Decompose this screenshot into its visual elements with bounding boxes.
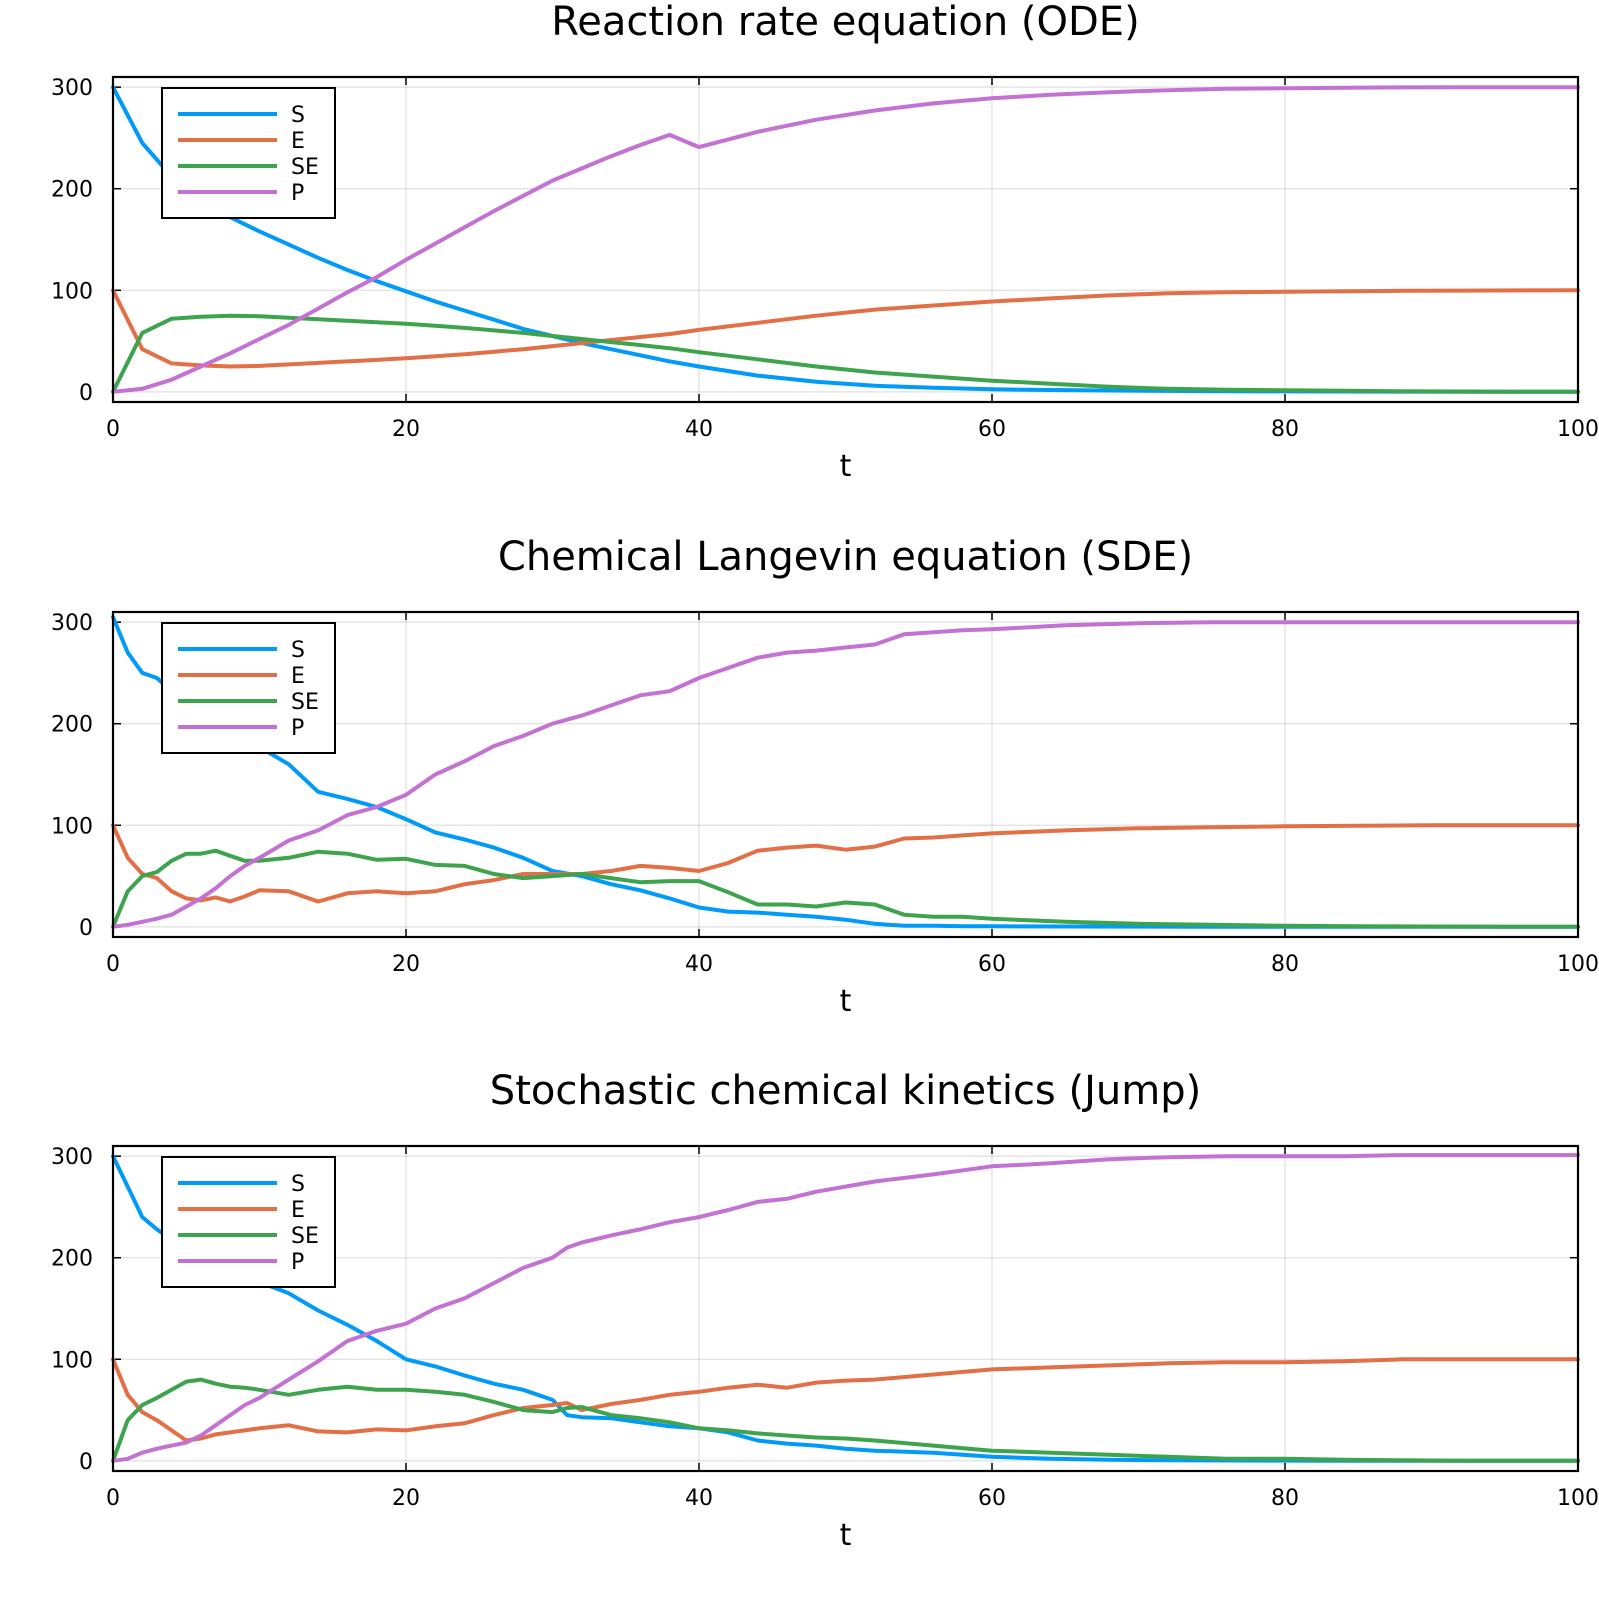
- x-tick-label: 80: [1271, 417, 1299, 442]
- y-tick-label: 100: [51, 279, 93, 304]
- x-tick-label: 20: [392, 1486, 420, 1511]
- y-tick-label: 0: [79, 381, 93, 406]
- x-tick-label: 40: [685, 952, 713, 977]
- legend-label-se: SE: [291, 690, 319, 715]
- series-line-p: [111, 85, 1580, 394]
- legend-label-s: S: [291, 1172, 305, 1197]
- y-tick-label: 300: [51, 1145, 93, 1170]
- x-tick-label: 60: [978, 1486, 1006, 1511]
- x-axis-label: t: [840, 984, 852, 1019]
- series-line-se: [111, 313, 1580, 394]
- legend-label-se: SE: [291, 1224, 319, 1249]
- plot-frame: [111, 75, 1580, 404]
- x-axis-label: t: [840, 449, 852, 484]
- legend-label-s: S: [291, 103, 305, 128]
- chart-title: Reaction rate equation (ODE): [551, 0, 1139, 45]
- y-tick-label: 300: [51, 611, 93, 636]
- legend-label-e: E: [291, 1198, 305, 1223]
- series-line-p: [111, 620, 1580, 929]
- panel-3: Stochastic chemical kinetics (Jump) 0 20 40…: [51, 1068, 1599, 1553]
- x-tick-label: 20: [392, 417, 420, 442]
- y-tick-label: 300: [51, 76, 93, 101]
- y-tick-label: 200: [51, 1247, 93, 1272]
- y-tick-label: 0: [79, 1450, 93, 1475]
- y-tick-label: 0: [79, 916, 93, 941]
- chart-title: Chemical Langevin equation (SDE): [498, 534, 1193, 580]
- y-tick-label: 200: [51, 713, 93, 738]
- series-line-e: [111, 1357, 1580, 1443]
- series-line-se: [111, 1377, 1580, 1463]
- x-tick-label: 100: [1557, 952, 1599, 977]
- x-tick-label: 20: [392, 952, 420, 977]
- legend-label-p: P: [291, 181, 304, 206]
- x-tick-label: 40: [685, 417, 713, 442]
- series-line-e: [111, 823, 1580, 904]
- legend-label-p: P: [291, 716, 304, 741]
- x-tick-label: 80: [1271, 1486, 1299, 1511]
- series-line-e: [111, 288, 1580, 369]
- series-line-p: [111, 1153, 1580, 1463]
- series-line-se: [111, 848, 1580, 929]
- legend-box: [161, 1156, 336, 1288]
- y-tick-label: 200: [51, 178, 93, 203]
- legend-label-se: SE: [291, 155, 319, 180]
- x-tick-label: 100: [1557, 1486, 1599, 1511]
- x-tick-label: 0: [106, 1486, 120, 1511]
- legend-box: [161, 622, 336, 754]
- legend-label-s: S: [291, 638, 305, 663]
- chart-title: Stochastic chemical kinetics (Jump): [490, 1068, 1201, 1114]
- legend-label-p: P: [291, 1250, 304, 1275]
- x-tick-label: 0: [106, 417, 120, 442]
- x-tick-label: 40: [685, 1486, 713, 1511]
- x-tick-label: 0: [106, 952, 120, 977]
- x-tick-label: 100: [1557, 417, 1599, 442]
- panel-2: Chemical Langevin equation (SDE) 0 20 40 60 8…: [51, 534, 1599, 1019]
- x-tick-label: 60: [978, 417, 1006, 442]
- plot-frame: [111, 1144, 1580, 1473]
- legend-box: [161, 87, 336, 219]
- y-tick-label: 100: [51, 814, 93, 839]
- x-tick-label: 80: [1271, 952, 1299, 977]
- legend-label-e: E: [291, 129, 305, 154]
- x-tick-label: 60: [978, 952, 1006, 977]
- legend-label-e: E: [291, 664, 305, 689]
- x-axis-label: t: [840, 1518, 852, 1553]
- panel-1: Reaction rate equation (ODE) 0 20 40 60 80 100…: [51, 0, 1599, 484]
- plot-frame: [111, 610, 1580, 939]
- y-tick-label: 100: [51, 1348, 93, 1373]
